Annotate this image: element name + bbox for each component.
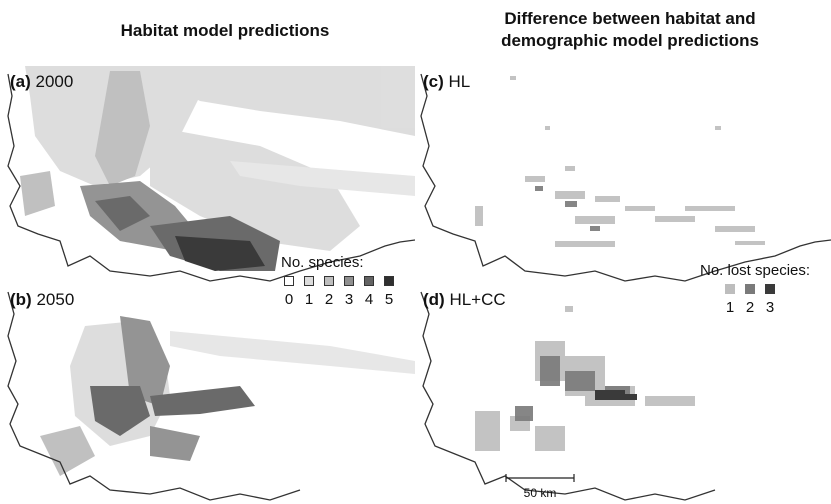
- legend-value: 5: [384, 291, 394, 308]
- legend-species: No. species: 0 1 2 3 4 5: [281, 254, 401, 309]
- map-b-graphic: [7, 291, 415, 501]
- legend-lost-values: 1 2 3: [722, 299, 810, 317]
- map-panel-c: (c) HL: [415, 66, 831, 286]
- legend-value: 3: [344, 291, 354, 308]
- legend-lost-swatches: [722, 280, 810, 299]
- legend-swatch: [284, 276, 294, 286]
- map-panel-b: (b) 2050: [0, 286, 415, 504]
- panel-b-year: 2050: [36, 290, 75, 309]
- panel-c-letter: (c): [423, 72, 444, 91]
- heading-habitat-model: Habitat model predictions: [120, 21, 330, 40]
- map-panel-d: (d) HL+CC: [415, 286, 831, 504]
- panel-b-label: (b) 2050: [10, 290, 74, 310]
- legend-species-values: 0 1 2 3 4 5: [281, 291, 401, 309]
- legend-value: 0: [284, 291, 294, 308]
- legend-swatch: [765, 284, 775, 294]
- legend-swatch: [745, 284, 755, 294]
- scale-bar-line: [505, 474, 575, 482]
- heading-difference-line2: demographic model predictions: [501, 31, 759, 50]
- panel-d-letter: (d): [423, 290, 445, 309]
- panel-c-scenario: HL: [448, 72, 471, 91]
- legend-value: 1: [725, 299, 735, 316]
- panel-a-label: (a) 2000: [10, 72, 73, 92]
- panel-a-year: 2000: [35, 72, 74, 91]
- legend-lost-title: No. lost species:: [700, 262, 811, 279]
- panel-b-letter: (b): [10, 290, 32, 309]
- legend-swatch: [304, 276, 314, 286]
- scale-label: 50 km: [523, 486, 557, 500]
- map-d-graphic: [420, 291, 716, 501]
- panel-d-label: (d) HL+CC: [423, 290, 506, 310]
- panel-c-label: (c) HL: [423, 72, 470, 92]
- legend-species-swatches: [281, 272, 401, 291]
- legend-value: 3: [765, 299, 775, 316]
- legend-swatch: [344, 276, 354, 286]
- map-a-graphic: [7, 66, 415, 282]
- legend-value: 2: [745, 299, 755, 316]
- legend-swatch: [364, 276, 374, 286]
- legend-swatch: [725, 284, 735, 294]
- panel-a-letter: (a): [10, 72, 31, 91]
- legend-swatch: [384, 276, 394, 286]
- panel-d-scenario: HL+CC: [449, 290, 506, 309]
- legend-value: 1: [304, 291, 314, 308]
- heading-difference-line1: Difference between habitat and: [504, 9, 756, 28]
- legend-value: 2: [324, 291, 334, 308]
- legend-value: 4: [364, 291, 374, 308]
- map-panel-a: (a) 2000: [0, 66, 415, 286]
- legend-species-title: No. species:: [281, 254, 364, 271]
- legend-swatch: [324, 276, 334, 286]
- scale-bar: 50 km: [505, 470, 575, 500]
- legend-lost-species: No. lost species: 1 2 3: [700, 262, 810, 317]
- map-c-graphic: [420, 73, 831, 282]
- heading-difference: Difference between habitat and demograph…: [430, 8, 830, 52]
